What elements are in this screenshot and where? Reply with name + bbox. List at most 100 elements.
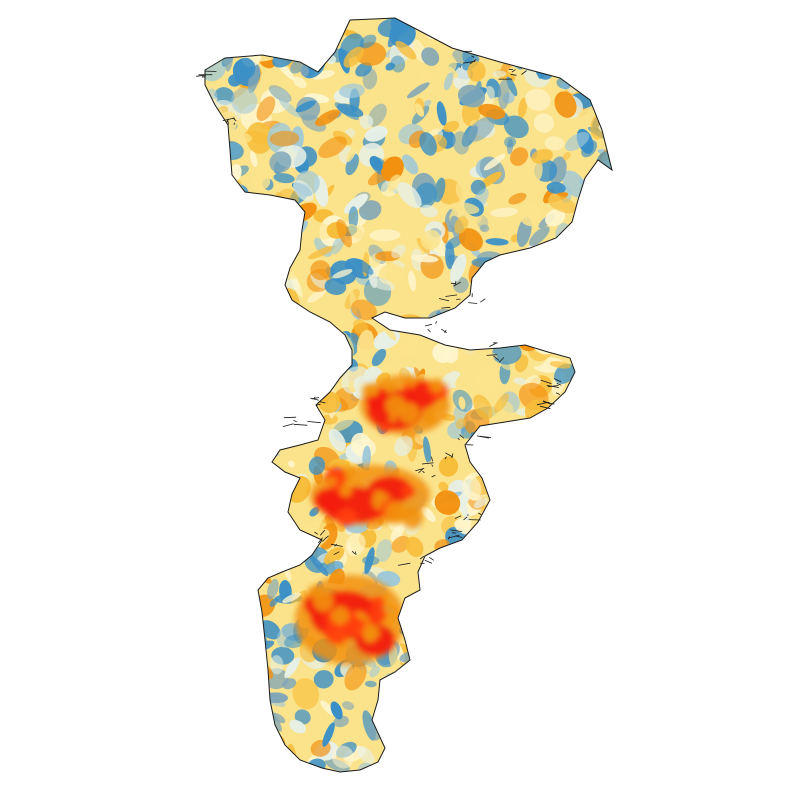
coast-stroke: [311, 397, 320, 400]
value-patch: [269, 151, 292, 173]
hotspot-speckle: [327, 477, 337, 487]
hotspot-speckle: [406, 375, 417, 387]
value-patch: [398, 754, 419, 772]
coast-stroke: [521, 70, 527, 75]
value-patch: [345, 533, 366, 557]
value-patch: [413, 636, 422, 651]
value-patch: [438, 481, 449, 492]
value-patch: [492, 70, 507, 78]
value-patch: [545, 311, 563, 323]
value-patch: [353, 319, 369, 335]
value-patch: [573, 57, 593, 83]
coast-stroke: [447, 536, 451, 540]
coast-stroke: [419, 555, 425, 560]
value-patch: [354, 258, 374, 275]
value-patch: [554, 363, 575, 384]
value-patch: [282, 592, 302, 603]
hotspot-speckle: [384, 382, 396, 394]
value-patch: [501, 18, 512, 43]
coast-stroke: [424, 559, 433, 564]
hotspot-speckle: [336, 508, 355, 527]
value-patch: [467, 18, 495, 36]
value-patch: [544, 136, 565, 151]
value-patch: [594, 85, 609, 112]
value-patch: [453, 65, 471, 90]
value-patch: [518, 97, 528, 119]
value-patch: [568, 231, 591, 253]
value-patch: [491, 311, 504, 344]
value-patch: [471, 297, 486, 327]
value-patch: [533, 113, 555, 133]
coast-stroke: [453, 281, 461, 287]
value-patch: [523, 296, 549, 325]
value-patch: [471, 282, 498, 302]
coast-stroke: [556, 383, 562, 386]
value-patch: [390, 55, 406, 73]
value-patch: [233, 39, 243, 49]
value-patch: [473, 367, 500, 394]
value-patch: [510, 147, 529, 166]
value-patch: [322, 359, 332, 370]
coast-stroke: [293, 423, 308, 426]
coast-stroke: [555, 392, 561, 395]
value-patch: [420, 229, 441, 250]
value-patch: [554, 91, 577, 118]
value-patch: [483, 153, 506, 171]
value-patch: [438, 456, 459, 477]
value-patch: [419, 132, 437, 156]
value-patch: [519, 287, 535, 297]
value-patch: [228, 74, 242, 87]
value-patch: [247, 760, 265, 772]
hotspot-speckle: [340, 485, 352, 497]
value-patch: [594, 22, 609, 35]
value-patch: [586, 39, 606, 63]
value-patch: [410, 254, 439, 263]
coast-stroke: [438, 298, 450, 302]
value-patch: [268, 85, 292, 103]
coast-stroke: [468, 302, 478, 304]
value-patch: [376, 571, 401, 587]
coast-stroke: [397, 562, 411, 566]
value-patch: [310, 260, 331, 281]
coast-stroke: [222, 117, 235, 121]
value-patch: [504, 302, 527, 325]
value-patch: [454, 216, 469, 234]
value-patch: [492, 315, 515, 336]
coast-stroke: [232, 117, 237, 122]
value-patch: [574, 39, 583, 65]
value-patch: [445, 241, 455, 270]
value-patch: [233, 132, 252, 144]
coast-stroke: [307, 421, 321, 424]
value-patch: [521, 18, 550, 28]
value-patch: [328, 428, 346, 452]
value-patch: [423, 99, 432, 107]
value-patch: [355, 62, 372, 77]
value-patch: [423, 436, 432, 465]
coast-stroke: [319, 529, 326, 536]
value-patch: [508, 192, 527, 205]
value-patch: [250, 150, 258, 167]
value-patch: [550, 50, 575, 66]
value-patch: [485, 238, 509, 246]
value-patch: [205, 19, 213, 40]
value-patch: [421, 506, 436, 522]
value-patch: [452, 131, 470, 155]
value-patch: [364, 680, 377, 688]
value-patch: [598, 80, 612, 99]
value-patch: [562, 151, 571, 161]
value-patch: [380, 760, 405, 772]
hotspot-speckle: [423, 407, 435, 419]
value-patch: [359, 200, 382, 221]
value-patch: [486, 296, 507, 317]
coast-stroke: [539, 405, 551, 410]
value-patch: [531, 149, 553, 164]
value-patch: [406, 676, 426, 694]
coast-stroke: [450, 282, 456, 285]
value-patch: [472, 35, 496, 48]
value-patch: [473, 308, 497, 336]
value-patch: [503, 115, 529, 139]
coast-stroke: [480, 298, 486, 303]
value-patch: [344, 661, 367, 691]
coast-stroke: [428, 556, 435, 561]
